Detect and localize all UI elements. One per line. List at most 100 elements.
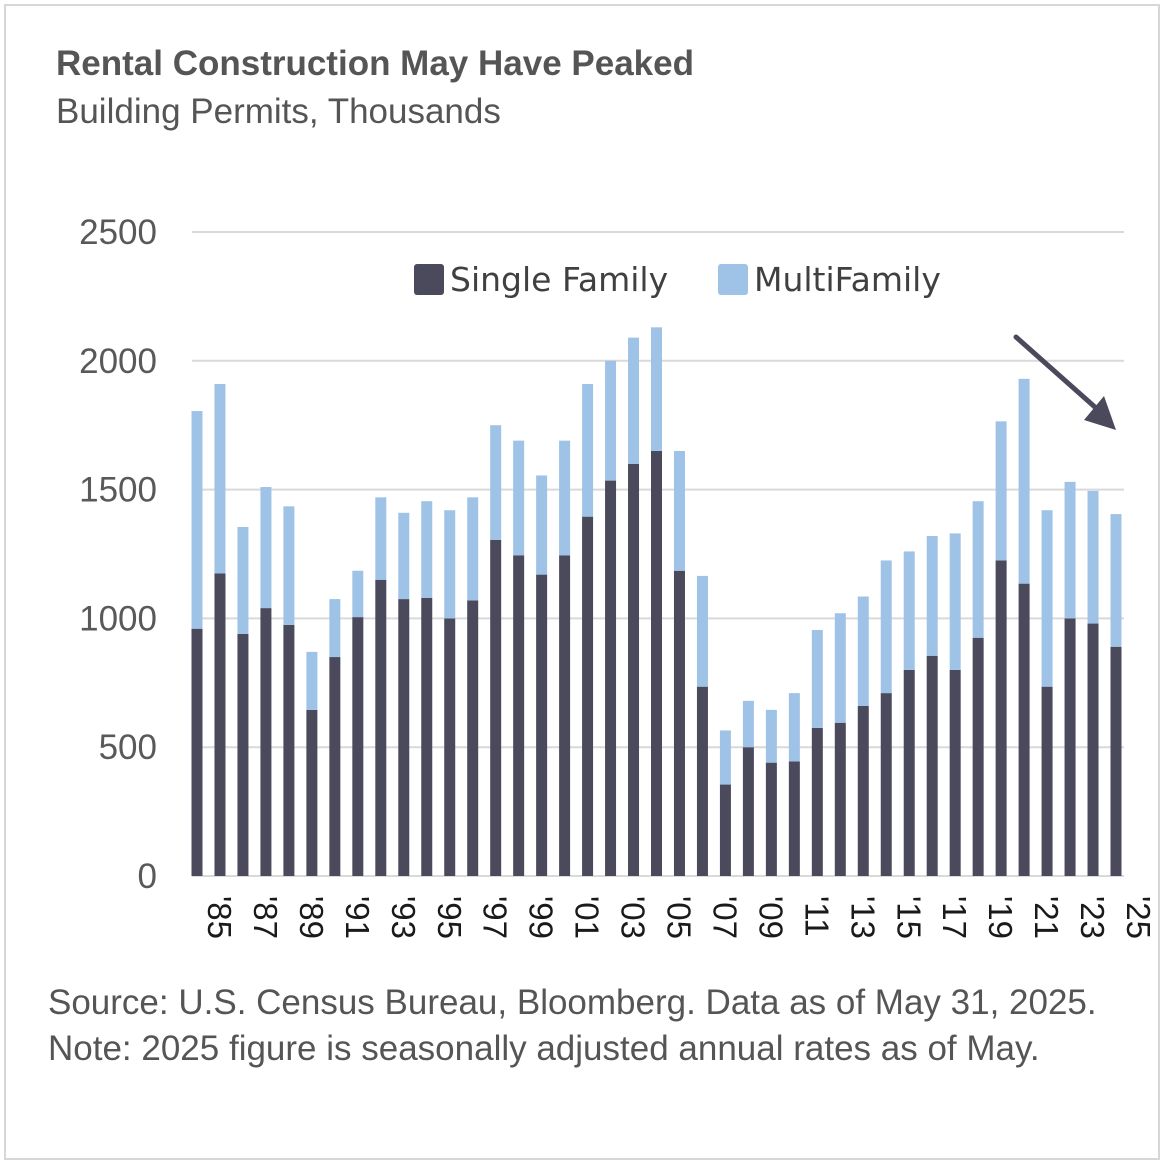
bar-single-family [329, 657, 341, 876]
x-tick-label: '11 [798, 896, 835, 937]
bar-single-family [260, 608, 272, 876]
bar-single-family [742, 747, 754, 876]
legend: Single Family MultiFamily [414, 260, 941, 299]
x-tick-label: '09 [752, 896, 789, 939]
bar-single-family [811, 727, 823, 876]
bar-multifamily [857, 596, 869, 706]
bar-single-family [788, 761, 800, 876]
x-tick-label: '91 [339, 896, 376, 939]
bar-multifamily [1087, 490, 1099, 624]
bar-single-family [283, 624, 295, 876]
bar-single-family [536, 574, 548, 876]
bar-multifamily [926, 535, 938, 656]
y-tick-label: 1000 [79, 599, 157, 638]
bar-multifamily [329, 599, 341, 658]
bar-single-family [1018, 583, 1030, 876]
bar-single-family [972, 637, 984, 876]
bar-single-family [1087, 623, 1099, 876]
x-tick-label: '01 [569, 896, 606, 939]
bar-single-family [582, 516, 594, 876]
legend-label-single-family: Single Family [450, 260, 668, 299]
bar-multifamily [605, 360, 617, 481]
bar-single-family [237, 633, 249, 876]
bar-multifamily [260, 487, 272, 609]
arrow-head [1084, 396, 1116, 430]
bar-single-family [903, 669, 915, 876]
bar-multifamily [673, 450, 685, 571]
x-tick-label: '19 [982, 896, 1019, 939]
bar-multifamily [1064, 481, 1076, 619]
bar-multifamily [214, 383, 226, 574]
bar-multifamily [582, 383, 594, 517]
bar-single-family [444, 618, 456, 876]
arrow-shaft [1013, 334, 1099, 411]
chart-title: Rental Construction May Have Peaked [56, 44, 694, 83]
bar-single-family [995, 560, 1007, 876]
x-tick-label: '13 [844, 896, 881, 939]
legend-label-multifamily: MultiFamily [754, 260, 941, 299]
bar-multifamily [903, 551, 915, 670]
bar-multifamily [559, 440, 571, 556]
x-tick-label: '89 [293, 896, 330, 939]
bar-multifamily [467, 497, 479, 601]
x-tick-label: '85 [201, 896, 238, 939]
bar-single-family [857, 705, 869, 876]
chart-subtitle: Building Permits, Thousands [56, 92, 501, 131]
bar-multifamily [765, 709, 777, 763]
x-tick-label: '07 [706, 896, 743, 939]
x-axis-ticks: '85'87'89'91'93'95'97'99'01'03'05'07'09 '… [201, 896, 1157, 939]
bar-single-family [1041, 686, 1053, 876]
x-tick-label: '99 [523, 896, 560, 939]
x-tick-label: '15 [890, 896, 927, 939]
legend-swatch-single-family [414, 264, 444, 295]
bar-multifamily [628, 337, 640, 464]
bar-single-family [605, 480, 617, 876]
bar-multifamily [536, 475, 548, 575]
bar-single-family [926, 655, 938, 876]
bar-single-family [673, 570, 685, 876]
bar-multifamily [742, 700, 754, 748]
bar-multifamily [283, 506, 295, 625]
bar-multifamily [949, 533, 961, 670]
bar-single-family [880, 693, 892, 876]
bar-multifamily [834, 613, 846, 723]
bar-multifamily [995, 421, 1007, 561]
x-tick-label: '25 [1120, 896, 1157, 939]
bar-single-family [1064, 618, 1076, 876]
x-tick-label: '95 [431, 896, 468, 939]
bar-single-family [696, 686, 708, 876]
bar-multifamily [880, 560, 892, 694]
bar-multifamily [191, 411, 203, 629]
legend-swatch-multifamily [718, 264, 748, 295]
bar-multifamily [444, 510, 456, 619]
bar-single-family [719, 784, 731, 876]
bars [191, 327, 1122, 876]
bar-multifamily [398, 512, 410, 600]
bar-single-family [306, 709, 318, 876]
x-tick-label: '97 [477, 896, 514, 939]
bar-single-family [467, 600, 479, 876]
x-tick-label: '17 [936, 896, 973, 939]
bar-single-family [191, 628, 203, 876]
bar-multifamily [811, 629, 823, 728]
source-note: Source: U.S. Census Bureau, Bloomberg. D… [48, 983, 1097, 1068]
bar-multifamily [972, 501, 984, 638]
y-tick-label: 500 [99, 728, 157, 767]
bar-single-family [398, 599, 410, 876]
bar-single-family [559, 555, 571, 876]
bar-single-family [490, 539, 502, 876]
bar-multifamily [1018, 378, 1030, 584]
y-tick-label: 1500 [79, 471, 157, 510]
trend-arrow [1013, 334, 1116, 430]
x-tick-label: '21 [1028, 896, 1065, 939]
bar-single-family [421, 597, 433, 876]
y-tick-label: 2500 [79, 213, 157, 252]
bar-single-family [949, 669, 961, 876]
bar-multifamily [306, 651, 318, 710]
y-axis-ticks: 0 500 1000 1500 2000 2500 [79, 213, 157, 896]
x-tick-label: '03 [615, 896, 652, 939]
bar-single-family [513, 555, 525, 876]
bar-single-family [651, 450, 662, 876]
bar-multifamily [490, 425, 502, 540]
